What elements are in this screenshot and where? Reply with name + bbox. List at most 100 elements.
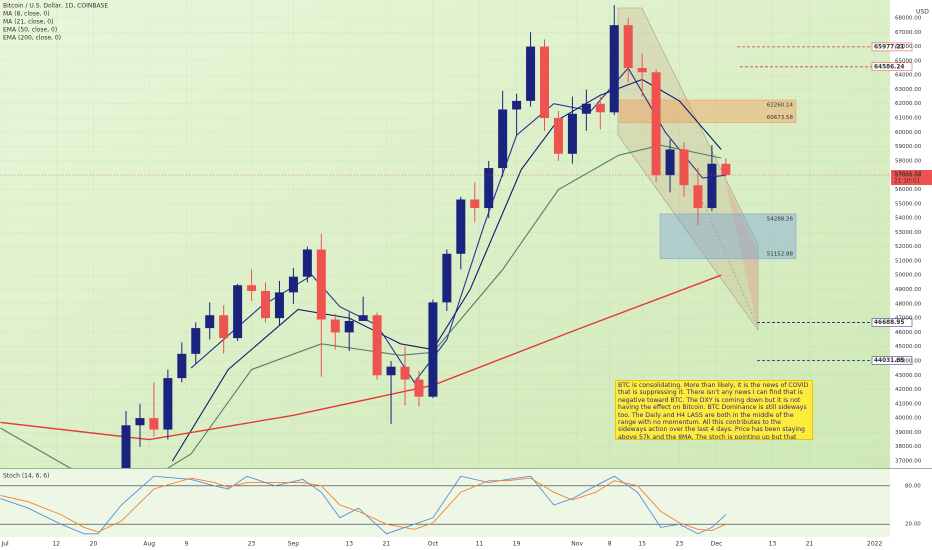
y-tick-label: 51000.00 xyxy=(895,258,922,264)
candle-body xyxy=(484,168,494,209)
x-tick-label: 19 xyxy=(513,541,521,548)
zone-label: 62260.14 xyxy=(767,103,794,109)
candle-body xyxy=(428,302,438,397)
candle-body xyxy=(498,109,508,169)
candle-body xyxy=(344,320,354,333)
candle-body xyxy=(512,100,522,110)
candle-body xyxy=(623,25,633,69)
y-tick-label: 44000.00 xyxy=(895,358,922,364)
level-tag xyxy=(871,356,913,365)
legend-entry: EMA (50, close, 0) xyxy=(3,27,57,34)
candle-body xyxy=(274,292,284,319)
y-tick-label: 66000.00 xyxy=(895,44,922,50)
candle-body xyxy=(721,163,731,176)
y-tick-label: 54000.00 xyxy=(895,216,922,222)
candle-body xyxy=(567,113,577,154)
y-tick-label: 58000.00 xyxy=(895,158,922,164)
candle-body xyxy=(581,103,591,114)
candle-body xyxy=(386,366,396,376)
candle-body xyxy=(526,46,536,101)
x-tick-label: 23 xyxy=(248,541,256,548)
candle-body xyxy=(609,25,619,113)
candle-body xyxy=(233,285,243,339)
last-price-label: 57011.32 xyxy=(894,172,922,178)
chart-title: Bitcoin / U.S. Dollar, 1D, COINBASE xyxy=(3,3,108,10)
x-tick-label: Nov xyxy=(571,541,583,548)
x-tick-label: Sep xyxy=(288,541,300,548)
candle-body xyxy=(121,425,131,468)
legend-entry: MA (8, close, 0) xyxy=(3,11,50,18)
candle-body xyxy=(247,285,257,291)
level-label: 64586.24 xyxy=(874,64,904,70)
candle-body xyxy=(540,46,550,119)
level-tag xyxy=(871,318,913,327)
level-tag xyxy=(871,42,913,52)
stoch-tick-label: 20.00 xyxy=(905,522,921,528)
legend-entry: MA (21, close, 0) xyxy=(3,19,53,26)
y-tick-label: 37000.00 xyxy=(895,458,922,464)
zone-label: 54288.26 xyxy=(767,216,794,222)
y-tick-label: 65000.00 xyxy=(895,58,922,64)
x-tick-label: 13 xyxy=(345,541,353,548)
candle-body xyxy=(205,315,215,329)
x-tick-label: 8 xyxy=(608,541,612,548)
level-tag xyxy=(871,62,913,72)
y-tick-label: 38000.00 xyxy=(895,444,922,450)
candle-body xyxy=(288,276,298,293)
y-tick-label: 49000.00 xyxy=(895,287,922,293)
y-tick-label: 57000.00 xyxy=(895,173,922,179)
y-tick-label: 48000.00 xyxy=(895,301,922,307)
y-tick-label: 67000.00 xyxy=(895,30,922,36)
candle-body xyxy=(707,163,717,209)
y-tick-label: 53000.00 xyxy=(895,230,922,236)
candle-body xyxy=(693,185,703,209)
y-tick-label: 50000.00 xyxy=(895,273,922,279)
y-tick-label: 47000.00 xyxy=(895,316,922,322)
candle-body xyxy=(442,253,452,303)
zone-label: 60673.58 xyxy=(767,115,794,121)
legend-entry: EMA (200, close, 0) xyxy=(3,35,61,42)
y-tick-label: 59000.00 xyxy=(895,144,922,150)
candle-body xyxy=(219,315,229,339)
candle-body xyxy=(302,249,312,277)
projection-area xyxy=(725,180,757,325)
y-tick-label: 68000.00 xyxy=(895,16,922,22)
x-tick-label: 15 xyxy=(638,541,646,548)
candle-body xyxy=(665,149,675,176)
y-tick-label: 62000.00 xyxy=(895,101,922,107)
time-axis xyxy=(0,537,932,550)
x-tick-label: 12 xyxy=(52,541,60,548)
annotation: BTC is consolidating. More than likely, … xyxy=(615,380,813,440)
level-label: 46688.95 xyxy=(874,320,904,326)
y-tick-label: 60000.00 xyxy=(895,130,922,136)
currency: USD xyxy=(916,9,929,16)
y-tick-label: 46000.00 xyxy=(895,330,922,336)
candle-body xyxy=(261,290,271,319)
y-tick-label: 61000.00 xyxy=(895,116,922,122)
y-tick-label: 39000.00 xyxy=(895,430,922,436)
candle-body xyxy=(316,249,326,320)
indicator-line xyxy=(0,144,722,468)
x-tick-label: Dec xyxy=(711,541,723,548)
y-tick-label: 43000.00 xyxy=(895,373,922,379)
candle-body xyxy=(372,315,382,376)
x-tick-label: Aug xyxy=(143,541,155,548)
zone xyxy=(619,99,797,124)
candle-body xyxy=(163,378,173,430)
zone xyxy=(659,213,797,260)
zone-label: 51152.88 xyxy=(767,251,794,257)
candle-body xyxy=(135,418,145,426)
level-label: 65977.21 xyxy=(874,44,904,50)
candle-body xyxy=(679,149,689,186)
x-tick-label: 13 xyxy=(769,541,777,548)
candle-body xyxy=(414,379,424,397)
x-tick-label: Jul xyxy=(0,541,9,548)
x-tick-label: 2022 xyxy=(867,541,882,548)
y-tick-label: 52000.00 xyxy=(895,244,922,250)
y-tick-label: 63000.00 xyxy=(895,87,922,93)
y-tick-label: 40000.00 xyxy=(895,416,922,422)
stoch-pane xyxy=(0,469,890,537)
candle-body xyxy=(651,72,661,176)
